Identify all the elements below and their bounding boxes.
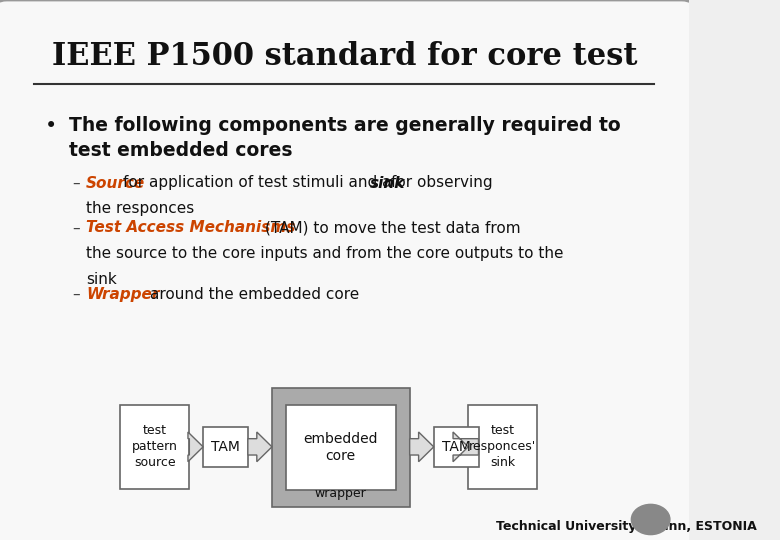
Polygon shape <box>248 432 272 462</box>
FancyBboxPatch shape <box>434 427 478 467</box>
Text: for application of test stimuli and a: for application of test stimuli and a <box>122 176 391 191</box>
Text: Wrapper: Wrapper <box>86 287 159 302</box>
Text: –: – <box>73 287 80 302</box>
Text: test
responces'
sink: test responces' sink <box>469 424 536 469</box>
Polygon shape <box>453 432 478 462</box>
Text: The following components are generally required to
test embedded cores: The following components are generally r… <box>69 116 620 160</box>
Text: TAM: TAM <box>441 440 470 454</box>
Text: TAM: TAM <box>211 440 240 454</box>
Text: embedded
core: embedded core <box>303 432 378 463</box>
Text: –: – <box>73 176 80 191</box>
Text: around the embedded core: around the embedded core <box>150 287 360 302</box>
Circle shape <box>631 504 670 535</box>
Text: Source: Source <box>86 176 145 191</box>
Text: wrapper: wrapper <box>315 487 367 500</box>
Text: sink: sink <box>86 272 117 287</box>
Text: Technical University Tallinn, ESTONIA: Technical University Tallinn, ESTONIA <box>496 520 757 533</box>
FancyBboxPatch shape <box>203 427 248 467</box>
FancyBboxPatch shape <box>272 388 410 507</box>
Text: test
pattern
source: test pattern source <box>132 424 178 469</box>
Text: –: – <box>73 220 80 235</box>
Text: (TAM) to move the test data from: (TAM) to move the test data from <box>265 220 521 235</box>
Text: the source to the core inputs and from the core outputs to the: the source to the core inputs and from t… <box>86 246 564 261</box>
Text: sink: sink <box>370 176 405 191</box>
Text: •: • <box>44 116 57 136</box>
Text: for observing: for observing <box>391 176 493 191</box>
Text: Test Access Mechanisms: Test Access Mechanisms <box>86 220 296 235</box>
FancyBboxPatch shape <box>285 405 396 490</box>
FancyBboxPatch shape <box>468 405 537 489</box>
Text: IEEE P1500 standard for core test: IEEE P1500 standard for core test <box>51 41 637 72</box>
FancyBboxPatch shape <box>0 0 696 540</box>
Polygon shape <box>410 432 434 462</box>
FancyBboxPatch shape <box>120 405 190 489</box>
Text: the responces: the responces <box>86 201 194 217</box>
Polygon shape <box>188 432 203 462</box>
